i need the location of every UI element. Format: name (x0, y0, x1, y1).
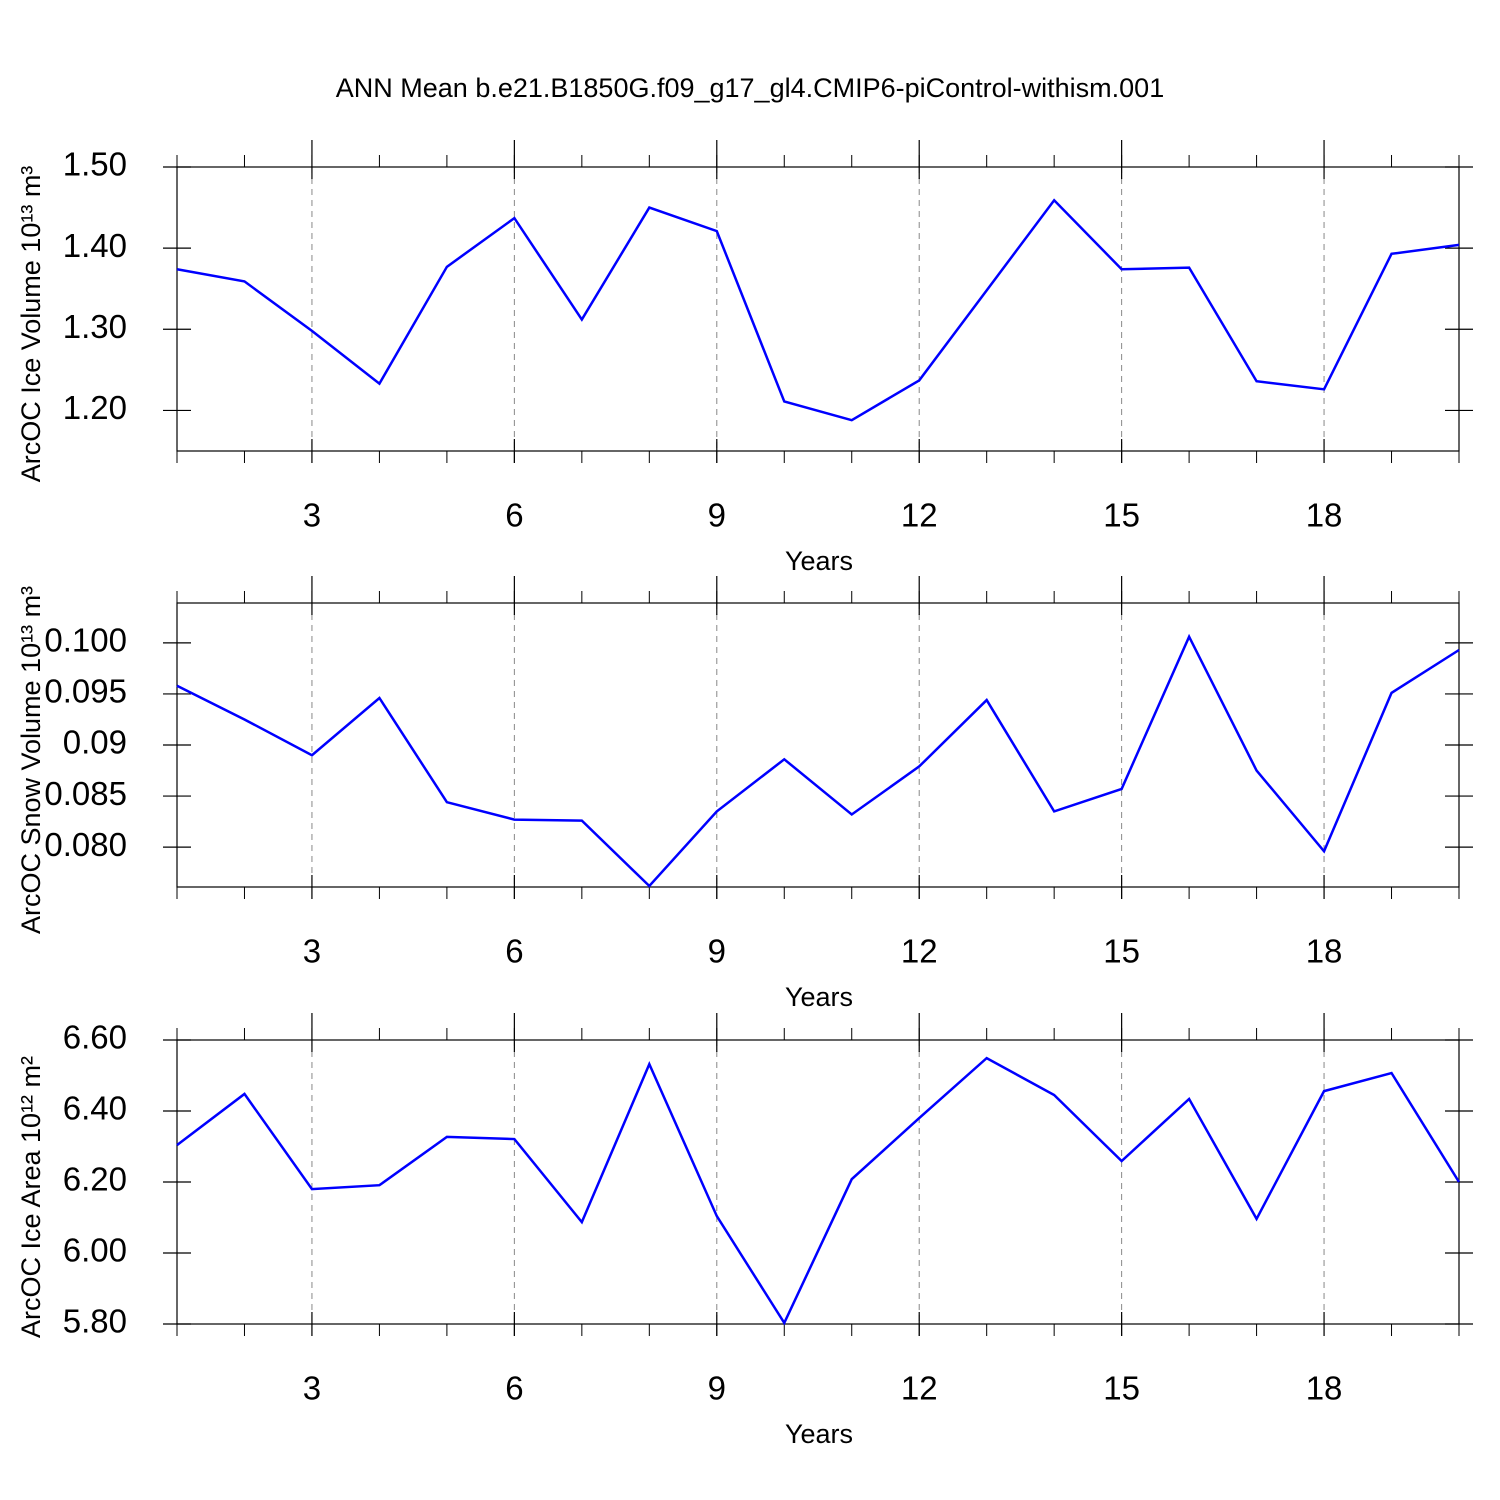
y-tick-label: 0.09 (63, 724, 127, 761)
y-tick-label: 0.085 (44, 775, 127, 812)
y-tick-label: 1.30 (63, 308, 127, 345)
x-tick-label: 6 (505, 933, 523, 970)
x-tick-label: 12 (901, 497, 938, 534)
x-axis-label: Years (785, 1419, 853, 1449)
y-tick-label: 0.095 (44, 673, 127, 710)
plot-frame (176, 1039, 1460, 1325)
x-tick-label: 15 (1103, 933, 1140, 970)
y-tick-label: 1.40 (63, 227, 127, 264)
y-tick-label: 6.20 (63, 1161, 127, 1198)
y-tick-label: 6.40 (63, 1090, 127, 1127)
x-tick-label: 18 (1306, 1370, 1343, 1407)
chart-title: ANN Mean b.e21.B1850G.f09_g17_gl4.CMIP6-… (336, 73, 1164, 103)
x-tick-label: 3 (303, 1370, 321, 1407)
x-tick-label: 12 (901, 1370, 938, 1407)
y-tick-label: 1.50 (63, 146, 127, 183)
y-tick-label: 0.100 (44, 622, 127, 659)
x-tick-label: 9 (708, 933, 726, 970)
x-axis-label: Years (785, 982, 853, 1012)
data-line (176, 198, 1460, 422)
plot-frame (176, 602, 1460, 888)
x-tick-label: 9 (708, 1370, 726, 1407)
x-tick-label: 12 (901, 933, 938, 970)
data-line (176, 1056, 1461, 1326)
x-tick-label: 15 (1103, 1370, 1140, 1407)
x-tick-label: 3 (303, 933, 321, 970)
data-line (176, 633, 1460, 888)
y-axis-label: ArcOC Ice Area 10¹² m² (16, 1056, 46, 1338)
plot-frame (176, 166, 1460, 452)
x-tick-label: 6 (505, 1370, 523, 1407)
y-tick-label: 6.00 (63, 1232, 127, 1269)
x-axis-label: Years (785, 546, 853, 576)
y-tick-label: 6.60 (63, 1019, 127, 1056)
y-tick-label: 5.80 (63, 1303, 127, 1340)
y-axis-label: ArcOC Ice Volume 10¹³ m³ (16, 166, 46, 483)
x-tick-label: 15 (1103, 497, 1140, 534)
x-tick-label: 9 (708, 497, 726, 534)
x-tick-label: 6 (505, 497, 523, 534)
y-tick-label: 1.20 (63, 389, 127, 426)
y-tick-label: 0.080 (44, 826, 127, 863)
x-tick-label: 18 (1306, 933, 1343, 970)
x-tick-label: 18 (1306, 497, 1343, 534)
x-tick-label: 3 (303, 497, 321, 534)
y-axis-label: ArcOC Snow Volume 10¹³ m³ (16, 586, 46, 934)
